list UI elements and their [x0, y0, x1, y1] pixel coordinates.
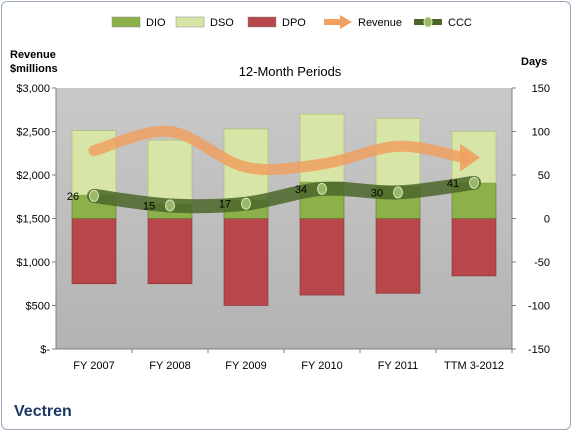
right-tick-label: -50 — [534, 257, 550, 269]
bar-dso — [147, 139, 193, 205]
ccc-data-label: 41 — [447, 178, 459, 190]
chart-title: 12-Month Periods — [239, 64, 342, 79]
legend-swatch-dio — [111, 16, 141, 28]
plot-area — [56, 88, 512, 349]
right-tick-label: -100 — [528, 301, 550, 313]
legend-label: Revenue — [358, 17, 402, 29]
ccc-data-label: 30 — [371, 187, 383, 199]
legend-swatch-revenue-head — [340, 15, 352, 29]
legend-label: DPO — [282, 17, 306, 29]
ccc-point — [317, 182, 327, 195]
left-tick-label: $2,500 — [16, 127, 50, 139]
x-tick-label: FY 2008 — [149, 360, 190, 372]
legend-label: DIO — [146, 17, 166, 29]
legend-swatch-dso — [175, 16, 205, 28]
ccc-data-label: 34 — [295, 184, 307, 196]
right-tick-label: 50 — [538, 170, 550, 182]
ccc-line — [87, 175, 481, 214]
x-tick-label: FY 2010 — [301, 360, 342, 372]
legend-swatch-dpo — [247, 16, 277, 28]
ccc-point — [89, 189, 99, 202]
x-tick-label: FY 2011 — [378, 360, 419, 372]
bar-dpo — [451, 218, 497, 277]
x-tick-label: TTM 3-2012 — [444, 360, 504, 372]
right-tick-label: -150 — [528, 344, 550, 356]
right-tick-label: 100 — [532, 127, 550, 139]
x-tick-label: FY 2009 — [225, 360, 266, 372]
ccc-point — [241, 197, 251, 210]
revenue-arrowhead — [460, 143, 480, 172]
ccc-data-label: 15 — [143, 200, 155, 212]
right-tick-label: 150 — [532, 83, 550, 95]
left-axis-label-line2: $millions — [10, 63, 58, 75]
revenue-line — [88, 125, 470, 176]
bar-dpo — [147, 218, 193, 285]
ccc-data-label: 26 — [67, 191, 79, 203]
left-tick-label: $3,000 — [16, 83, 50, 95]
ccc-point — [469, 176, 479, 189]
right-tick-label: 0 — [544, 214, 550, 226]
ccc-point — [165, 199, 175, 212]
legend-label: CCC — [448, 17, 472, 29]
bar-dpo — [71, 218, 117, 285]
bar-dpo — [375, 218, 421, 294]
x-tick-label: FY 2007 — [73, 360, 114, 372]
legend-swatch-ccc-dot — [423, 16, 433, 28]
chart-canvas: 26 15 17 34 30 41 $- $500 $1,000 $1,500 $2,000 $2,… — [10, 15, 550, 420]
company-name: Vectren — [14, 403, 72, 420]
left-axis-label-line1: Revenue — [10, 49, 56, 61]
left-tick-label: $1,000 — [16, 257, 50, 269]
ccc-data-label: 17 — [219, 199, 231, 211]
left-tick-label: $2,000 — [16, 170, 50, 182]
ccc-point — [393, 186, 403, 199]
bar-dpo — [223, 218, 269, 306]
left-tick-label: $1,500 — [16, 214, 50, 226]
left-tick-label: $- — [40, 344, 50, 356]
left-tick-label: $500 — [26, 301, 50, 313]
legend-label: DSO — [210, 17, 234, 29]
right-axis-label: Days — [521, 56, 547, 68]
bar-dpo — [299, 218, 345, 296]
